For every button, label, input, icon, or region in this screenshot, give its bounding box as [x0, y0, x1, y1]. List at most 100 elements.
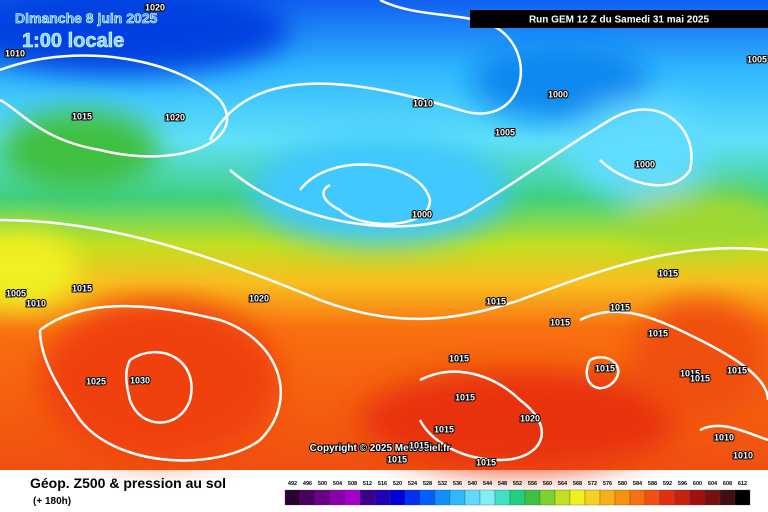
scale-swatch: [584, 489, 601, 506]
scale-label: 560: [543, 481, 552, 487]
scale-swatch: [434, 489, 451, 506]
color-scale: 492 496 500 504 508 512 516 520 524 528 532 536 540 5…: [284, 481, 751, 506]
isobar-label: 1005: [495, 127, 515, 137]
scale-label: 548: [498, 481, 507, 487]
isobar-label: 1015: [486, 296, 506, 306]
isobar-label: 1010: [413, 98, 433, 108]
footer-title: Géop. Z500 & pression au sol: [30, 475, 226, 491]
scale-swatch: [719, 489, 736, 506]
scale-label: 592: [663, 481, 672, 487]
scale-swatch: [449, 489, 466, 506]
scale-label: 500: [318, 481, 327, 487]
map-background: [0, 0, 768, 470]
scale-label: 492: [288, 481, 297, 487]
scale-swatch: [689, 489, 706, 506]
isobar-label: 1015: [434, 424, 454, 434]
scale-label: 588: [648, 481, 657, 487]
scale-label: 524: [408, 481, 418, 487]
scale-label: 556: [528, 481, 537, 487]
scale-label: 544: [483, 481, 493, 487]
scale-swatch: [284, 489, 301, 506]
scale-label: 584: [633, 481, 643, 487]
scale-label: 612: [738, 481, 747, 487]
footer-lead: (+ 180h): [33, 496, 71, 507]
run-box: [470, 10, 768, 28]
scale-label: 568: [573, 481, 582, 487]
scale-swatch: [554, 489, 571, 506]
isobar-label: 1015: [648, 328, 668, 338]
scale-swatch: [629, 489, 646, 506]
isobar-label: 1000: [548, 89, 568, 99]
scale-swatch: [704, 489, 721, 506]
isobar-label: 1015: [476, 457, 496, 467]
isobar-label: 1005: [6, 288, 26, 298]
scale-swatch: [734, 489, 751, 506]
scale-swatch: [359, 489, 376, 506]
isobar-label: 1015: [409, 440, 429, 450]
scale-swatch: [674, 489, 691, 506]
isobar-label: 1025: [86, 376, 106, 386]
scale-swatch: [329, 489, 346, 506]
scale-label: 512: [363, 481, 372, 487]
isobar-label: 1015: [550, 317, 570, 327]
isobar-label: 1010: [733, 450, 753, 460]
scale-label: 536: [453, 481, 462, 487]
scale-swatch: [464, 489, 481, 506]
scale-swatch: [524, 489, 541, 506]
scale-label: 600: [693, 481, 702, 487]
copyright: Copyright © 2025 Meteociel.fr: [310, 443, 451, 454]
scale-label: 508: [348, 481, 357, 487]
scale-label: 608: [723, 481, 732, 487]
scale-label: 580: [618, 481, 627, 487]
scale-label: 528: [423, 481, 432, 487]
scale-swatch: [659, 489, 676, 506]
isobar-label: 1015: [387, 454, 407, 464]
isobar-label: 1015: [610, 302, 630, 312]
isobar-label: 1020: [520, 413, 540, 423]
scale-label: 540: [468, 481, 477, 487]
scale-label: 596: [678, 481, 687, 487]
scale-swatch: [599, 489, 616, 506]
scale-swatch: [614, 489, 631, 506]
isobar-label: 1015: [72, 283, 92, 293]
scale-label: 496: [303, 481, 312, 487]
scale-swatch: [404, 489, 421, 506]
isobar-label: 1015: [727, 365, 747, 375]
isobar-label: 1020: [249, 293, 269, 303]
isobar-label: 1015: [595, 363, 615, 373]
scale-swatch: [644, 489, 661, 506]
scale-swatch: [509, 489, 526, 506]
isobar-label: 1010: [26, 298, 46, 308]
scale-swatch: [494, 489, 511, 506]
scale-label: 572: [588, 481, 597, 487]
scale-swatch: [389, 489, 406, 506]
scale-label: 552: [513, 481, 522, 487]
isobar-labels: 1020 1010 1015 1020 1010 1000 1005 1000 1000 1005…: [4, 1, 768, 468]
isobar-label: 1020: [145, 2, 165, 12]
scale-label: 564: [558, 481, 568, 487]
scale-label: 604: [708, 481, 718, 487]
scale-swatch: [374, 489, 391, 506]
isobar-label: 1030: [130, 375, 150, 385]
isobar-label: 1010: [714, 432, 734, 442]
scale-swatch: [314, 489, 331, 506]
isobar-label: 1005: [747, 54, 767, 64]
scale-swatch: [344, 489, 361, 506]
scale-swatch: [299, 489, 316, 506]
scale-swatch: [479, 489, 496, 506]
isobar-label: 1015: [658, 268, 678, 278]
scale-label: 516: [378, 481, 387, 487]
scale-label: 532: [438, 481, 447, 487]
isobar-label: 1015: [72, 111, 92, 121]
run-label: Run GEM 12 Z du Samedi 31 mai 2025: [529, 15, 710, 26]
scale-swatch: [539, 489, 556, 506]
scale-swatch: [419, 489, 436, 506]
scale-label: 504: [333, 481, 343, 487]
isobars: [0, 0, 768, 460]
isobar-label: 1020: [165, 112, 185, 122]
time-label: 1:00 locale: [22, 30, 124, 52]
date-label: Dimanche 8 juin 2025: [15, 10, 158, 26]
isobar-label: 1015: [690, 373, 710, 383]
isobar-label: 1015: [680, 368, 700, 378]
